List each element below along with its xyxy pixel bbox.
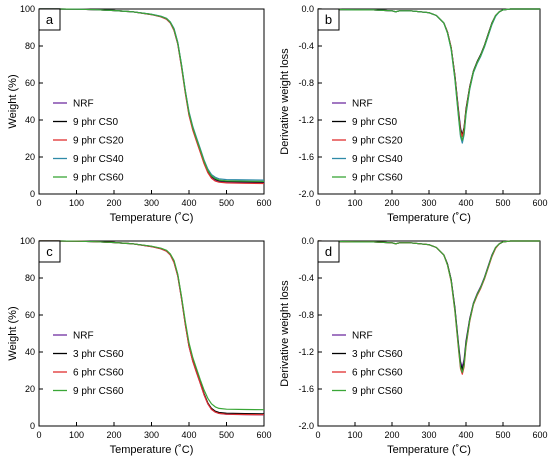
y-tick-label: 60 bbox=[25, 78, 35, 88]
x-tick-label: 500 bbox=[219, 430, 234, 440]
x-tick-label: 0 bbox=[315, 430, 320, 440]
x-tick-label: 400 bbox=[458, 430, 473, 440]
x-tick-label: 200 bbox=[106, 198, 121, 208]
x-tick-label: 400 bbox=[181, 198, 196, 208]
x-tick-label: 0 bbox=[36, 198, 41, 208]
x-axis-label: Temperature (˚C) bbox=[110, 212, 194, 224]
panel-b: 0 100 200 300 400 500 600 0.0 -0.4 -0.8 -1.2 -1.6 -2… bbox=[279, 4, 548, 224]
panel-label-box bbox=[317, 8, 340, 31]
legend-entry: 3 phr CS60 bbox=[352, 349, 403, 360]
y-tick-label: -0.4 bbox=[298, 41, 314, 51]
y-tick-label: -0.8 bbox=[298, 78, 314, 88]
y-tick-label: 40 bbox=[25, 347, 35, 357]
legend-entry: 9 phr CS60 bbox=[352, 386, 403, 397]
y-axis-label: Weight (%) bbox=[7, 74, 19, 128]
x-axis-label: Temperature (˚C) bbox=[387, 212, 471, 224]
y-tick-label: -0.8 bbox=[298, 310, 314, 320]
y-tick-label: 40 bbox=[25, 115, 35, 125]
x-axis-label: Temperature (˚C) bbox=[110, 444, 194, 456]
x-tick-label: 400 bbox=[458, 198, 473, 208]
x-tick-label: 100 bbox=[69, 198, 84, 208]
series-line-9-phr-cs0 bbox=[317, 8, 540, 136]
y-tick-label: 0 bbox=[30, 189, 35, 199]
legend-entry: NRF bbox=[352, 331, 373, 342]
y-axis-label: Derivative weight loss bbox=[279, 48, 291, 155]
panel-a: 0 100 200 300 400 500 600 0 20 40 60 80 100 Temperatu… bbox=[7, 4, 272, 224]
legend-entry: 9 phr CS0 bbox=[352, 117, 397, 128]
series-line-9-phr-cs60 bbox=[317, 8, 540, 141]
panel-d: 0 100 200 300 400 500 600 0.0 -0.4 -0.8 -1.2 -1.6 -2… bbox=[279, 236, 548, 456]
x-tick-label: 500 bbox=[495, 430, 510, 440]
y-tick-label: -2.0 bbox=[298, 189, 314, 199]
x-tick-label: 300 bbox=[421, 430, 436, 440]
x-tick-label: 600 bbox=[256, 430, 271, 440]
y-tick-label: -1.2 bbox=[298, 115, 314, 125]
legend-entry: 9 phr CS40 bbox=[73, 154, 124, 165]
x-tick-label: 0 bbox=[315, 198, 320, 208]
x-tick-label: 200 bbox=[384, 430, 399, 440]
panel-label-box bbox=[317, 240, 340, 263]
x-tick-label: 100 bbox=[69, 430, 84, 440]
series-line-9-phr-cs60 bbox=[317, 240, 540, 373]
panel-c: 0 100 200 300 400 500 600 0 20 40 60 80 100 Temperatu… bbox=[7, 236, 272, 456]
x-tick-label: 500 bbox=[495, 198, 510, 208]
x-tick-label: 200 bbox=[384, 198, 399, 208]
y-tick-label: 0 bbox=[30, 421, 35, 431]
legend-entry: NRF bbox=[352, 99, 373, 110]
y-tick-label: -0.4 bbox=[298, 273, 314, 283]
y-tick-label: -1.2 bbox=[298, 347, 314, 357]
legend-entry: NRF bbox=[73, 331, 94, 342]
legend-entry: 9 phr CS40 bbox=[352, 154, 403, 165]
y-tick-label: 0.0 bbox=[301, 236, 314, 246]
panel-label: c bbox=[46, 244, 53, 259]
y-tick-label: -1.6 bbox=[298, 384, 314, 394]
x-tick-label: 400 bbox=[181, 430, 196, 440]
y-tick-label: 0.0 bbox=[301, 4, 314, 14]
y-tick-label: -1.6 bbox=[298, 152, 314, 162]
panel-label-box bbox=[38, 240, 61, 263]
y-tick-label: 20 bbox=[25, 152, 35, 162]
x-tick-label: 600 bbox=[256, 198, 271, 208]
y-tick-label: 80 bbox=[25, 273, 35, 283]
x-tick-label: 600 bbox=[532, 198, 547, 208]
panel-label: b bbox=[325, 12, 332, 27]
x-tick-label: 200 bbox=[106, 430, 121, 440]
legend-entry: NRF bbox=[73, 99, 94, 110]
x-tick-label: 100 bbox=[347, 198, 362, 208]
series-line-9-phr-cs60 bbox=[39, 8, 265, 182]
y-tick-label: 80 bbox=[25, 41, 35, 51]
x-tick-label: 100 bbox=[347, 430, 362, 440]
legend-entry: 9 phr CS60 bbox=[73, 173, 124, 184]
legend-entry: 9 phr CS20 bbox=[352, 136, 403, 147]
y-tick-label: 100 bbox=[20, 236, 35, 246]
x-axis-label: Temperature (˚C) bbox=[387, 444, 471, 456]
y-tick-label: 20 bbox=[25, 384, 35, 394]
legend-entry: 6 phr CS60 bbox=[352, 368, 403, 379]
legend-entry: 3 phr CS60 bbox=[73, 349, 124, 360]
y-tick-label: 100 bbox=[20, 4, 35, 14]
x-tick-label: 300 bbox=[421, 198, 436, 208]
panel-label: d bbox=[325, 244, 332, 259]
series-line-9-phr-cs60 bbox=[39, 240, 265, 411]
legend-entry: 9 phr CS0 bbox=[73, 117, 118, 128]
y-tick-label: -2.0 bbox=[298, 421, 314, 431]
x-tick-label: 300 bbox=[144, 430, 159, 440]
y-axis-label: Derivative weight loss bbox=[279, 280, 291, 387]
legend-entry: 9 phr CS60 bbox=[352, 173, 403, 184]
legend-entry: 6 phr CS60 bbox=[73, 368, 124, 379]
x-tick-label: 500 bbox=[219, 198, 234, 208]
y-axis-label: Weight (%) bbox=[7, 306, 19, 360]
legend-entry: 9 phr CS20 bbox=[73, 136, 124, 147]
x-tick-label: 0 bbox=[36, 430, 41, 440]
legend-entry: 9 phr CS60 bbox=[73, 386, 124, 397]
panel-label: a bbox=[46, 12, 54, 27]
series-line-nrf bbox=[317, 240, 540, 368]
panel-label-box bbox=[38, 8, 61, 31]
y-tick-label: 60 bbox=[25, 310, 35, 320]
x-tick-label: 300 bbox=[144, 198, 159, 208]
x-tick-label: 600 bbox=[532, 430, 547, 440]
